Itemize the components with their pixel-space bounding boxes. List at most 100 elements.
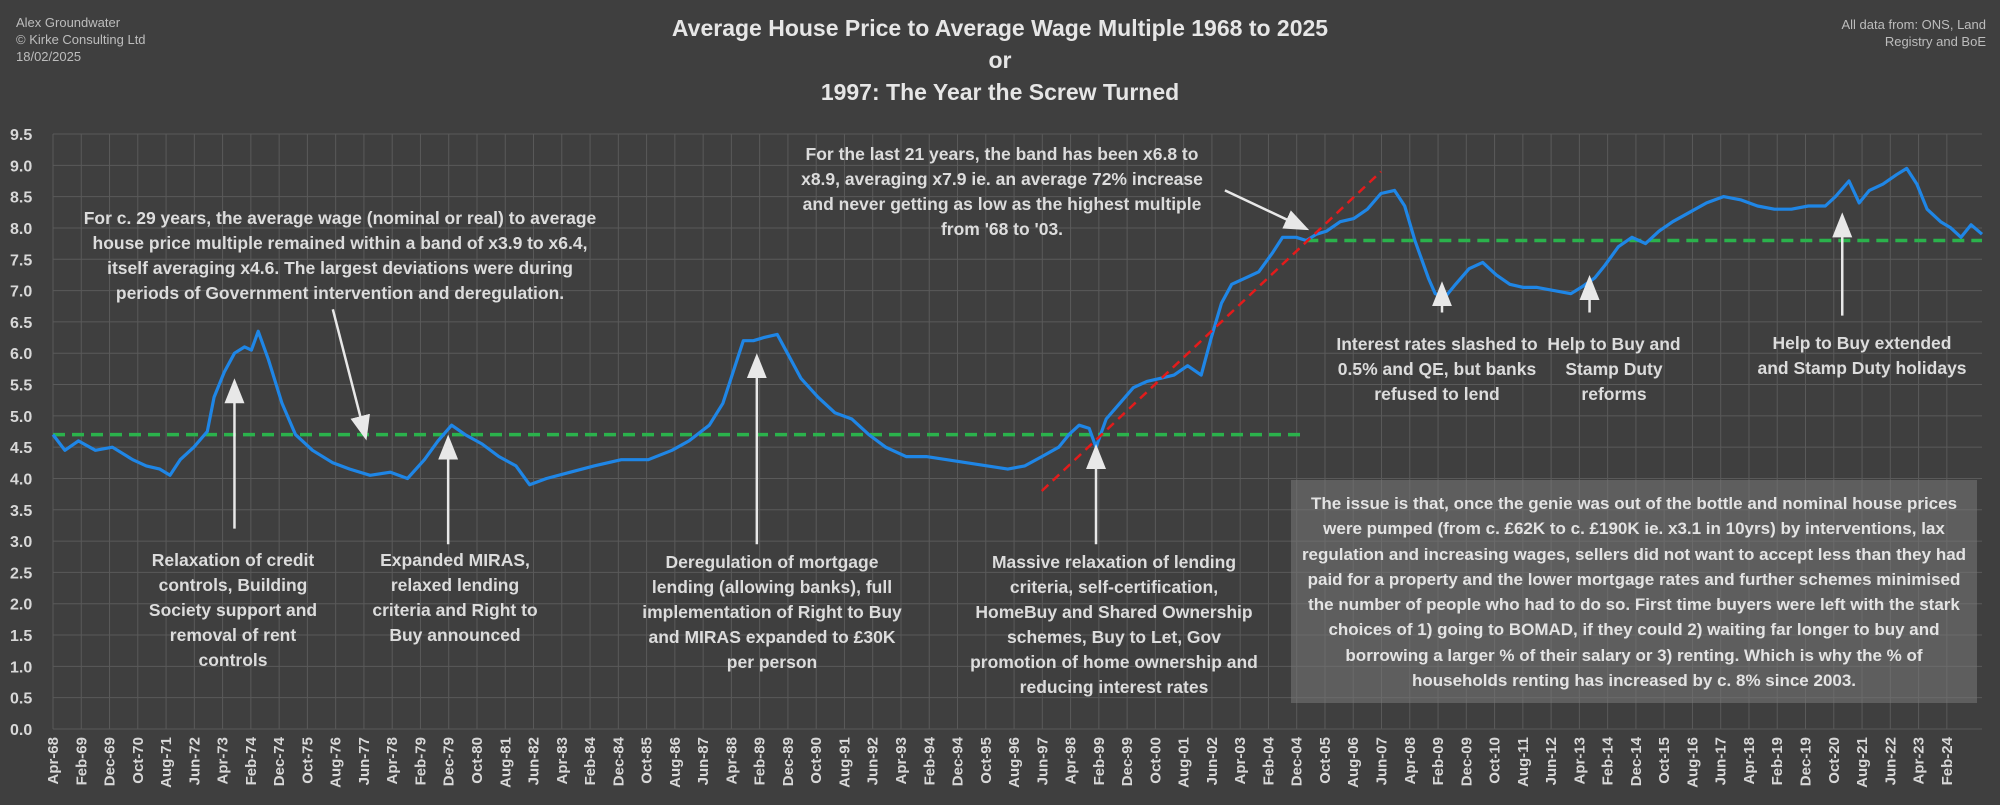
x-tick-label: Dec-19: [1798, 737, 1815, 786]
x-tick-label: Dec-84: [610, 736, 627, 786]
annotation-deregulation: Deregulation of mortgage lending (allowi…: [642, 552, 902, 672]
x-tick-label: Jun-07: [1374, 737, 1391, 785]
x-tick-label: Oct-70: [130, 737, 147, 784]
series: [51, 166, 1984, 487]
y-tick-label: 7.0: [10, 284, 32, 301]
x-tick-label: Jun-22: [1882, 737, 1899, 785]
x-tick-label: Aug-11: [1515, 737, 1532, 787]
x-tick-label: Feb-14: [1600, 736, 1617, 785]
x-tick-label: Aug-76: [328, 737, 345, 788]
x-tick-label: Dec-74: [271, 736, 288, 786]
x-tick-label: Apr-18: [1741, 737, 1758, 785]
y-tick-label: 2.0: [10, 597, 32, 614]
y-tick-label: 3.5: [10, 503, 32, 520]
y-tick-label: 9.0: [10, 158, 32, 175]
y-tick-label: 6.5: [10, 315, 32, 332]
x-tick-label: Oct-75: [299, 737, 316, 784]
y-tick-label: 8.0: [10, 221, 32, 238]
y-tick-label: 7.5: [10, 252, 32, 269]
y-axis: 0.0 0.5 1.0 1.5 2.0 2.5 3.0 3.5 4.0 4.5 5.0 5.5 6.0 6…: [10, 127, 32, 739]
x-tick-label: Oct-15: [1656, 737, 1673, 784]
y-tick-label: 0.5: [10, 691, 32, 708]
x-tick-label: Oct-80: [469, 737, 486, 784]
x-tick-label: Jun-02: [1204, 737, 1221, 785]
x-tick-label: Apr-88: [723, 737, 740, 785]
x-tick-label: Feb-19: [1769, 737, 1786, 785]
series-line: [51, 166, 1984, 487]
x-tick-label: Jun-77: [356, 737, 373, 785]
x-tick-label: Jun-87: [695, 737, 712, 785]
x-tick-label: Aug-16: [1684, 737, 1701, 788]
x-tick-label: Aug-01: [1176, 737, 1193, 788]
x-tick-label: Dec-79: [441, 737, 458, 786]
x-tick-label: Aug-21: [1854, 737, 1871, 788]
x-tick-label: Apr-73: [215, 737, 232, 785]
title-line-3: 1997: The Year the Screw Turned: [820, 79, 1180, 105]
x-tick-label: Oct-85: [639, 737, 656, 784]
x-tick-label: Dec-14: [1628, 736, 1645, 786]
y-tick-label: 5.5: [10, 378, 32, 395]
x-tick-label: Oct-00: [1147, 737, 1164, 784]
x-tick-label: Feb-99: [1091, 737, 1108, 785]
x-axis: Apr-68 Feb-69 Dec-69 Oct-70 Aug-71 Jun-72 Apr-…: [45, 736, 1956, 787]
x-tick-label: Feb-04: [1260, 736, 1277, 785]
x-tick-label: Feb-74: [243, 736, 260, 785]
annotation-credit-controls: Relaxation of credit controls, Building …: [148, 550, 318, 670]
x-tick-label: Jun-12: [1543, 737, 1560, 785]
title-line-2: or: [988, 47, 1012, 73]
x-tick-label: Aug-86: [667, 737, 684, 788]
x-tick-label: Aug-71: [158, 737, 175, 788]
x-tick-label: Aug-96: [1006, 737, 1023, 788]
x-tick-label: Apr-78: [384, 737, 401, 785]
x-tick-label: Jun-17: [1713, 737, 1730, 785]
x-tick-label: Oct-95: [978, 737, 995, 784]
author-info: Alex Groundwater © Kirke Consulting Ltd …: [16, 14, 146, 65]
annotation-help-to-buy: Help to Buy and Stamp Duty reforms: [1547, 334, 1681, 404]
y-tick-label: 1.5: [10, 628, 32, 645]
x-tick-label: Apr-83: [554, 737, 571, 785]
data-source: All data from: ONS, Land Registry and Bo…: [1841, 17, 1986, 49]
x-tick-label: Apr-08: [1402, 737, 1419, 785]
publish-date: 18/02/2025: [16, 49, 82, 64]
x-tick-label: Feb-24: [1939, 736, 1956, 785]
x-tick-label: Apr-03: [1232, 737, 1249, 785]
y-tick-label: 2.5: [10, 565, 32, 582]
x-tick-label: Dec-09: [1458, 737, 1475, 786]
annotation-help-to-buy-extended: Help to Buy extended and Stamp Duty holi…: [1757, 333, 1967, 378]
annotation-interest-rates: Interest rates slashed to 0.5% and QE, b…: [1336, 334, 1538, 404]
title-line-1: Average House Price to Average Wage Mult…: [671, 15, 1329, 41]
x-tick-label: Feb-79: [412, 737, 429, 785]
grid: [52, 133, 1982, 730]
y-tick-label: 4.5: [10, 440, 32, 457]
x-tick-label: Feb-69: [73, 737, 90, 785]
trend-line: [1040, 170, 1382, 492]
x-tick-label: Jun-82: [526, 737, 543, 785]
y-tick-label: 1.0: [10, 659, 32, 676]
x-tick-label: Oct-05: [1317, 737, 1334, 784]
x-tick-label: Apr-98: [1063, 737, 1080, 785]
author-name: Alex Groundwater: [16, 15, 121, 30]
x-tick-label: Aug-81: [497, 737, 514, 788]
annotation-band-2004: For the last 21 years, the band has been…: [801, 144, 1203, 239]
y-tick-label: 6.0: [10, 346, 32, 363]
x-tick-label: Dec-99: [1119, 737, 1136, 786]
annotation-miras: Expanded MIRAS, relaxed lending criteria…: [372, 550, 538, 645]
y-tick-label: 5.0: [10, 409, 32, 426]
y-tick-label: 8.5: [10, 190, 32, 207]
trend: [1040, 170, 1382, 492]
x-tick-label: Oct-20: [1826, 737, 1843, 784]
annotation-arrow: [1224, 189, 1310, 231]
x-tick-label: Dec-69: [102, 737, 119, 786]
y-tick-label: 3.0: [10, 534, 32, 551]
x-tick-label: Apr-93: [893, 737, 910, 785]
arrows: [224, 189, 1853, 545]
x-tick-label: Jun-97: [1034, 737, 1051, 785]
y-tick-label: 0.0: [10, 722, 32, 739]
callout-box: [1291, 480, 1977, 703]
x-tick-label: Jun-72: [186, 737, 203, 785]
annotation-massive-relaxation: Massive relaxation of lending criteria, …: [970, 552, 1258, 697]
x-tick-label: Jun-92: [865, 737, 882, 785]
chart-title: Average House Price to Average Wage Mult…: [500, 12, 1500, 108]
